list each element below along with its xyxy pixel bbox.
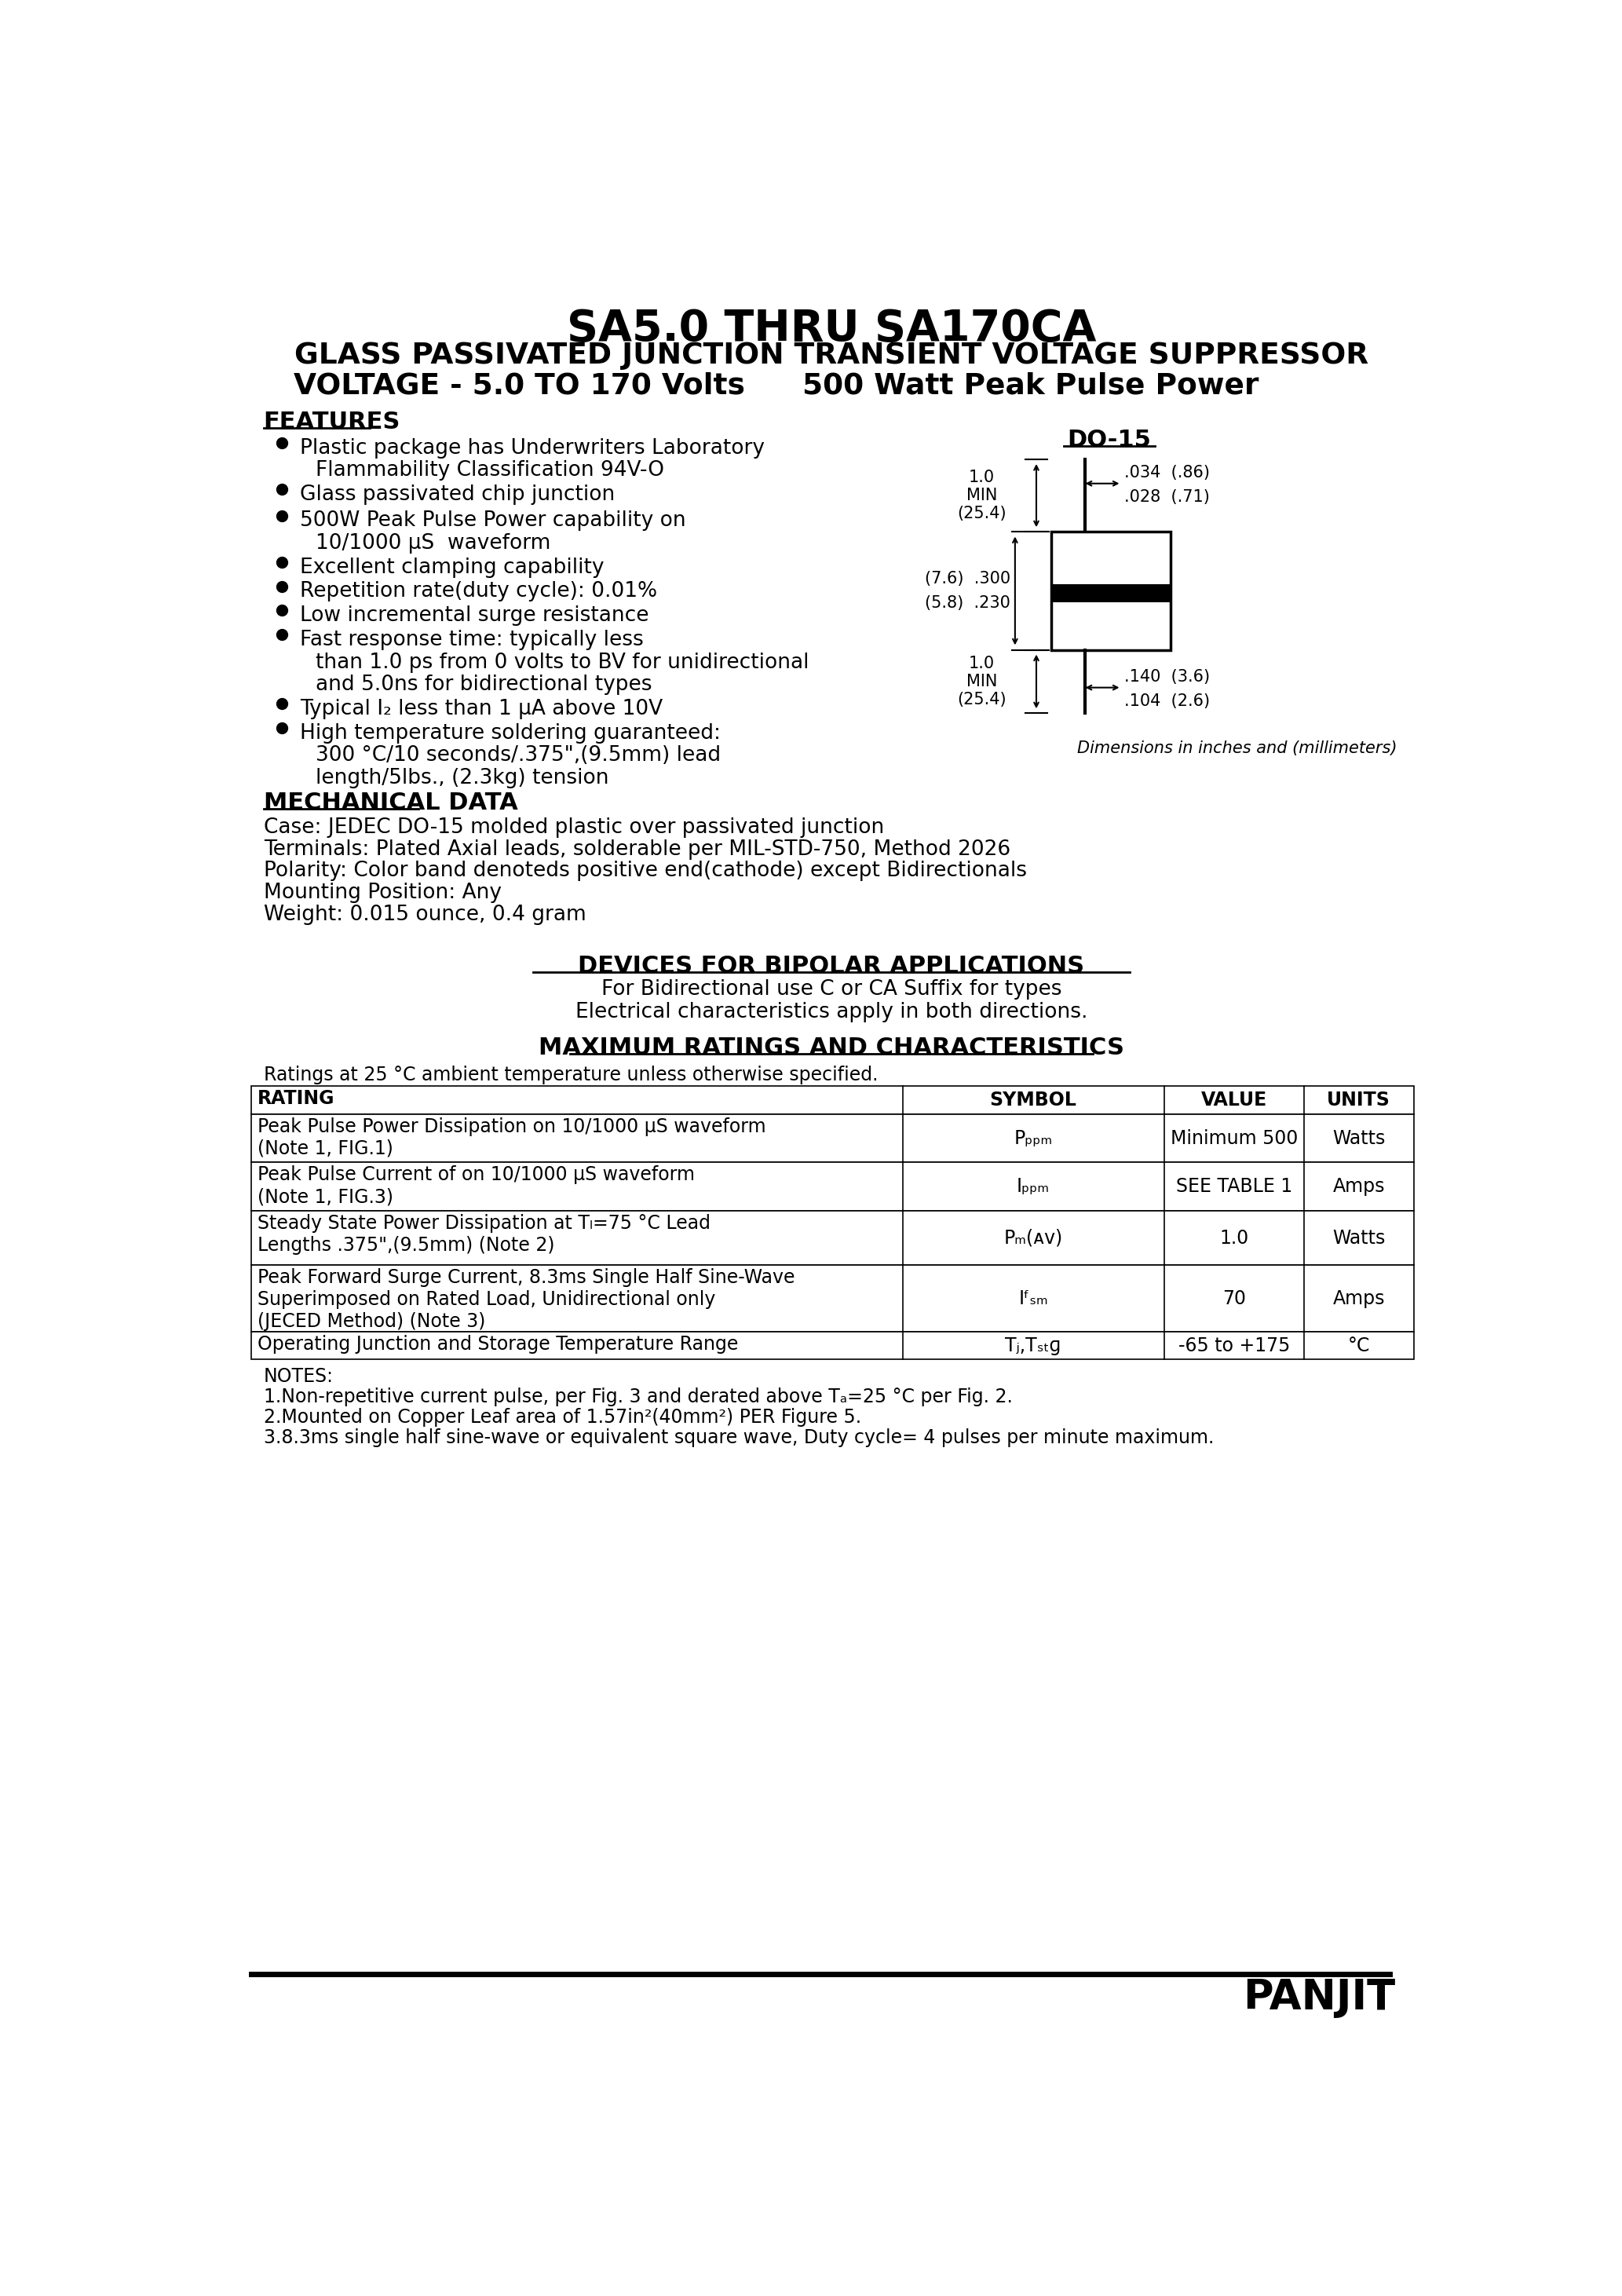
- Text: Pₘ(ᴀᴠ): Pₘ(ᴀᴠ): [1004, 1228, 1062, 1247]
- Text: RATING: RATING: [258, 1088, 334, 1109]
- Text: Peak Pulse Power Dissipation on 10/1000 µS waveform
(Note 1, FIG.1): Peak Pulse Power Dissipation on 10/1000 …: [258, 1118, 766, 1157]
- Text: °C: °C: [1348, 1336, 1371, 1355]
- Text: Glass passivated chip junction: Glass passivated chip junction: [300, 484, 615, 505]
- Text: than 1.0 ps from 0 volts to BV for unidirectional: than 1.0 ps from 0 volts to BV for unidi…: [315, 652, 809, 673]
- Text: 500W Peak Pulse Power capability on: 500W Peak Pulse Power capability on: [300, 510, 686, 530]
- Text: 1.Non-repetitive current pulse, per Fig. 3 and derated above Tₐ=25 °C per Fig. 2: 1.Non-repetitive current pulse, per Fig.…: [264, 1387, 1012, 1405]
- Bar: [251, 1114, 1413, 1162]
- Text: Peak Forward Surge Current, 8.3ms Single Half Sine-Wave
Superimposed on Rated Lo: Peak Forward Surge Current, 8.3ms Single…: [258, 1267, 795, 1332]
- Text: VOLTAGE - 5.0 TO 170 Volts: VOLTAGE - 5.0 TO 170 Volts: [294, 372, 744, 400]
- Text: VALUE: VALUE: [1200, 1091, 1267, 1109]
- Text: 2.Mounted on Copper Leaf area of 1.57in²(40mm²) PER Figure 5.: 2.Mounted on Copper Leaf area of 1.57in²…: [264, 1407, 861, 1426]
- Text: MAXIMUM RATINGS AND CHARACTERISTICS: MAXIMUM RATINGS AND CHARACTERISTICS: [539, 1038, 1124, 1058]
- Bar: [1051, 585, 1169, 602]
- Text: 70: 70: [1223, 1288, 1246, 1309]
- Text: DO-15: DO-15: [1067, 429, 1152, 452]
- Text: Minimum 500: Minimum 500: [1171, 1130, 1298, 1148]
- Text: Mounting Position: Any: Mounting Position: Any: [264, 882, 501, 902]
- Bar: [251, 1162, 1413, 1210]
- Text: Electrical characteristics apply in both directions.: Electrical characteristics apply in both…: [576, 1003, 1087, 1022]
- Bar: [1051, 533, 1169, 650]
- Text: Tⱼ,Tₛₜɡ: Tⱼ,Tₛₜɡ: [1006, 1336, 1061, 1355]
- Text: (7.6)  .300: (7.6) .300: [925, 572, 1011, 585]
- Text: Amps: Amps: [1333, 1288, 1385, 1309]
- Text: Repetition rate(duty cycle): 0.01%: Repetition rate(duty cycle): 0.01%: [300, 581, 657, 602]
- Text: Steady State Power Dissipation at Tₗ=75 °C Lead
Lengths .375",(9.5mm) (Note 2): Steady State Power Dissipation at Tₗ=75 …: [258, 1215, 710, 1254]
- Text: Operating Junction and Storage Temperature Range: Operating Junction and Storage Temperatu…: [258, 1334, 738, 1355]
- Text: Flammability Classification 94V-O: Flammability Classification 94V-O: [315, 461, 663, 480]
- Text: 1.0
MIN
(25.4): 1.0 MIN (25.4): [957, 471, 1006, 521]
- Text: Ratings at 25 °C ambient temperature unless otherwise specified.: Ratings at 25 °C ambient temperature unl…: [264, 1065, 878, 1084]
- Text: Dimensions in inches and (millimeters): Dimensions in inches and (millimeters): [1077, 742, 1397, 755]
- Text: Excellent clamping capability: Excellent clamping capability: [300, 558, 605, 579]
- Text: Iᶠₛₘ: Iᶠₛₘ: [1019, 1288, 1048, 1309]
- Text: UNITS: UNITS: [1327, 1091, 1390, 1109]
- Text: Weight: 0.015 ounce, 0.4 gram: Weight: 0.015 ounce, 0.4 gram: [264, 905, 586, 925]
- Text: Polarity: Color band denoteds positive end(cathode) except Bidirectionals: Polarity: Color band denoteds positive e…: [264, 861, 1027, 882]
- Text: Terminals: Plated Axial leads, solderable per MIL-STD-750, Method 2026: Terminals: Plated Axial leads, solderabl…: [264, 838, 1011, 859]
- Text: Peak Pulse Current of on 10/1000 µS waveform
(Note 1, FIG.3): Peak Pulse Current of on 10/1000 µS wave…: [258, 1166, 694, 1205]
- Text: SA5.0 THRU SA170CA: SA5.0 THRU SA170CA: [566, 308, 1096, 351]
- Text: MECHANICAL DATA: MECHANICAL DATA: [264, 792, 517, 815]
- Text: Fast response time: typically less: Fast response time: typically less: [300, 629, 644, 650]
- Text: Amps: Amps: [1333, 1178, 1385, 1196]
- Text: Case: JEDEC DO-15 molded plastic over passivated junction: Case: JEDEC DO-15 molded plastic over pa…: [264, 817, 884, 838]
- Text: .140  (3.6): .140 (3.6): [1124, 668, 1210, 684]
- Text: NOTES:: NOTES:: [264, 1366, 334, 1387]
- Text: 3.8.3ms single half sine-wave or equivalent square wave, Duty cycle= 4 pulses pe: 3.8.3ms single half sine-wave or equival…: [264, 1428, 1213, 1446]
- Text: High temperature soldering guaranteed:: High temperature soldering guaranteed:: [300, 723, 720, 744]
- Bar: [251, 1265, 1413, 1332]
- Bar: [251, 1086, 1413, 1114]
- Text: Low incremental surge resistance: Low incremental surge resistance: [300, 606, 649, 627]
- Text: 300 °C/10 seconds/.375",(9.5mm) lead: 300 °C/10 seconds/.375",(9.5mm) lead: [315, 746, 720, 767]
- Text: .104  (2.6): .104 (2.6): [1124, 693, 1210, 709]
- Bar: [251, 1332, 1413, 1359]
- Text: 1.0: 1.0: [1220, 1228, 1249, 1247]
- Text: 1.0
MIN
(25.4): 1.0 MIN (25.4): [957, 654, 1006, 707]
- Text: -65 to +175: -65 to +175: [1178, 1336, 1289, 1355]
- Text: 500 Watt Peak Pulse Power: 500 Watt Peak Pulse Power: [801, 372, 1259, 400]
- Text: Typical I₂ less than 1 µA above 10V: Typical I₂ less than 1 µA above 10V: [300, 698, 663, 719]
- Text: Pₚₚₘ: Pₚₚₘ: [1014, 1130, 1053, 1148]
- Text: PANJIT: PANJIT: [1242, 1977, 1395, 2018]
- Text: .034  (.86): .034 (.86): [1124, 464, 1210, 480]
- Text: SYMBOL: SYMBOL: [989, 1091, 1077, 1109]
- Text: For Bidirectional use C or CA Suffix for types: For Bidirectional use C or CA Suffix for…: [602, 980, 1061, 999]
- Text: SEE TABLE 1: SEE TABLE 1: [1176, 1178, 1293, 1196]
- Text: Iₚₚₘ: Iₚₚₘ: [1017, 1178, 1049, 1196]
- Text: (5.8)  .230: (5.8) .230: [925, 595, 1011, 611]
- Text: Watts: Watts: [1332, 1228, 1385, 1247]
- Text: 10/1000 µS  waveform: 10/1000 µS waveform: [315, 533, 550, 553]
- Text: DEVICES FOR BIPOLAR APPLICATIONS: DEVICES FOR BIPOLAR APPLICATIONS: [577, 955, 1085, 978]
- Text: .028  (.71): .028 (.71): [1124, 489, 1210, 505]
- Text: length/5lbs., (2.3kg) tension: length/5lbs., (2.3kg) tension: [315, 767, 608, 788]
- Text: FEATURES: FEATURES: [264, 411, 401, 434]
- Text: GLASS PASSIVATED JUNCTION TRANSIENT VOLTAGE SUPPRESSOR: GLASS PASSIVATED JUNCTION TRANSIENT VOLT…: [294, 342, 1369, 370]
- Text: and 5.0ns for bidirectional types: and 5.0ns for bidirectional types: [315, 675, 652, 696]
- Text: Plastic package has Underwriters Laboratory: Plastic package has Underwriters Laborat…: [300, 439, 766, 459]
- Bar: [251, 1210, 1413, 1265]
- Text: Watts: Watts: [1332, 1130, 1385, 1148]
